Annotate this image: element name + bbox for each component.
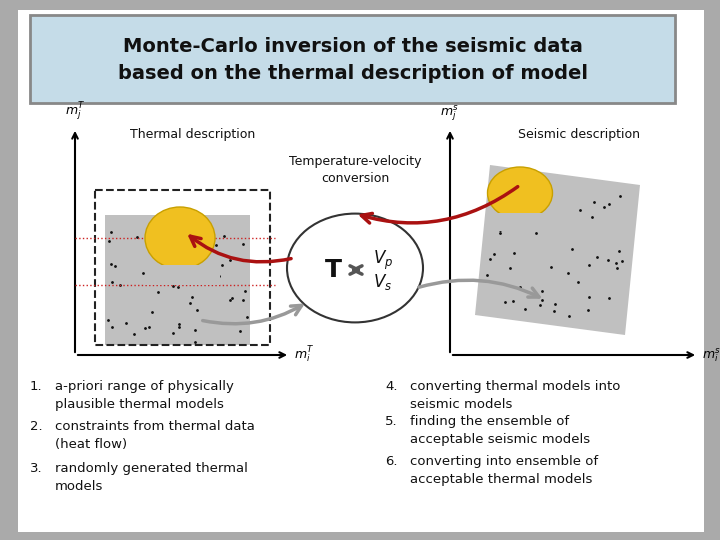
- Text: randomly generated thermal
models: randomly generated thermal models: [55, 462, 248, 493]
- Bar: [105, 215, 250, 345]
- Text: a-priori range of physically
plausible thermal models: a-priori range of physically plausible t…: [55, 380, 234, 411]
- Text: 2.: 2.: [30, 420, 42, 433]
- Text: $V_s$: $V_s$: [374, 272, 392, 292]
- Text: T: T: [325, 258, 341, 282]
- Bar: [95, 190, 270, 345]
- Bar: [145, 265, 220, 285]
- Text: Seismic description: Seismic description: [518, 128, 640, 141]
- Bar: [488, 213, 556, 231]
- Text: 1.: 1.: [30, 380, 42, 393]
- Text: 3.: 3.: [30, 462, 42, 475]
- Text: 4.: 4.: [385, 380, 397, 393]
- Text: $m_j^s$: $m_j^s$: [441, 104, 459, 123]
- Polygon shape: [475, 165, 640, 335]
- Text: 5.: 5.: [385, 415, 397, 428]
- Ellipse shape: [145, 207, 215, 269]
- Ellipse shape: [487, 167, 552, 219]
- Text: 6.: 6.: [385, 455, 397, 468]
- Text: Monte-Carlo inversion of the seismic data
based on the thermal description of mo: Monte-Carlo inversion of the seismic dat…: [118, 37, 588, 83]
- Text: converting thermal models into
seismic models: converting thermal models into seismic m…: [410, 380, 621, 411]
- Text: $m_i^s$: $m_i^s$: [702, 346, 720, 364]
- Text: $m_i^T$: $m_i^T$: [294, 345, 315, 365]
- Text: Temperature-velocity
conversion: Temperature-velocity conversion: [289, 155, 421, 185]
- Text: converting into ensemble of
acceptable thermal models: converting into ensemble of acceptable t…: [410, 455, 598, 486]
- Text: Thermal description: Thermal description: [130, 128, 256, 141]
- Ellipse shape: [287, 214, 423, 322]
- Text: finding the ensemble of
acceptable seismic models: finding the ensemble of acceptable seism…: [410, 415, 590, 446]
- FancyBboxPatch shape: [30, 15, 675, 103]
- Text: constraints from thermal data
(heat flow): constraints from thermal data (heat flow…: [55, 420, 255, 451]
- Text: $V_p$: $V_p$: [373, 248, 393, 272]
- Text: $m_j^T$: $m_j^T$: [65, 101, 86, 123]
